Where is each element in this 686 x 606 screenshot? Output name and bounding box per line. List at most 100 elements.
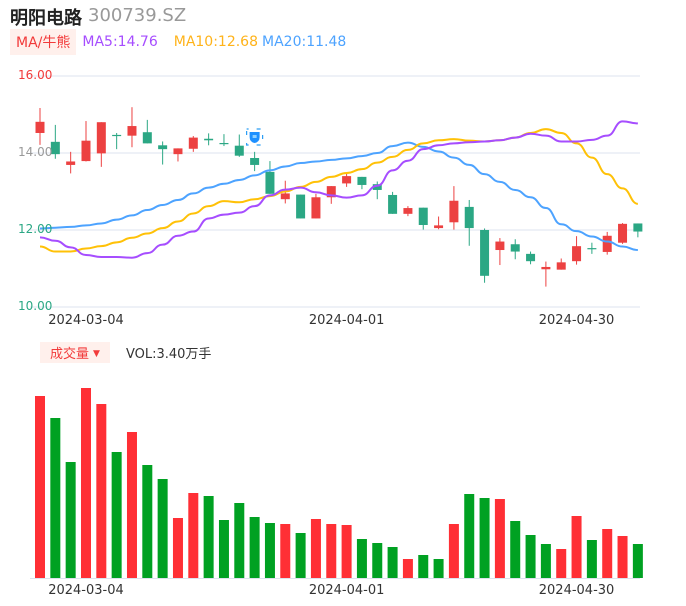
volume-bar	[280, 524, 291, 578]
volume-bar	[249, 517, 260, 578]
candle-body	[434, 225, 444, 229]
volume-bar	[464, 494, 475, 578]
candle-body	[587, 248, 597, 250]
volume-bar	[295, 533, 306, 578]
volume-bar	[172, 518, 183, 578]
x-axis-date-label: 2024-04-30	[538, 313, 615, 328]
candle-body	[35, 121, 45, 133]
volume-bar	[372, 543, 383, 578]
volume-bar	[218, 520, 229, 578]
volume-bar	[418, 555, 429, 578]
candle-body	[204, 138, 214, 141]
stock-name: 明阳电路	[10, 8, 82, 29]
volume-bar	[602, 529, 613, 578]
volume-bar	[126, 432, 137, 578]
candle-body	[173, 148, 183, 155]
candle-body	[602, 235, 612, 252]
x-axis-date-label: 2024-03-04	[48, 313, 124, 328]
volume-bar	[556, 549, 567, 578]
ma10-value: MA10:12.68	[173, 34, 259, 50]
candle-body	[618, 223, 628, 243]
volume-bar	[356, 539, 367, 578]
volume-bar	[35, 396, 45, 578]
ma5-line	[39, 120, 638, 259]
candle-body	[633, 223, 643, 232]
ma-indicator-selector[interactable]: MA/牛熊	[10, 29, 77, 55]
volume-bar	[571, 516, 582, 578]
candle-body	[357, 176, 367, 185]
volume-bar	[96, 404, 107, 578]
ma-legend: MA/牛熊 MA5:14.76 MA10:12.68 MA20:11.48	[10, 29, 346, 55]
candle-body	[495, 241, 505, 251]
volume-bar	[586, 540, 597, 578]
candle-body	[66, 161, 76, 165]
candle-body	[556, 262, 566, 270]
candle-body	[50, 141, 60, 155]
candle-body	[127, 126, 137, 136]
candle-body	[81, 140, 91, 162]
volume-bar	[632, 544, 643, 578]
x-axis-date-label: 2024-03-04	[48, 583, 124, 598]
x-axis-date-label: 2024-04-01	[308, 583, 385, 598]
ma10-line	[39, 128, 639, 253]
candle-body	[449, 200, 459, 223]
volume-bar	[341, 525, 352, 578]
candle-body	[464, 206, 474, 229]
volume-bar	[234, 503, 245, 578]
candle-body	[280, 193, 290, 200]
volume-tag-label: 成交量	[50, 347, 90, 362]
candle-body	[96, 122, 106, 154]
candle-body	[219, 142, 229, 145]
caret-down-icon: ▼	[93, 349, 100, 359]
volume-bar	[264, 523, 275, 578]
candle-body	[311, 197, 321, 219]
ma20-value: MA20:11.48	[262, 34, 347, 50]
ma5-value: MA5:14.76	[82, 34, 158, 50]
volume-bar	[157, 479, 168, 578]
volume-bar	[310, 519, 321, 578]
candle-body	[296, 194, 306, 219]
candle-body	[541, 266, 551, 270]
candle-body	[112, 134, 122, 137]
volume-indicator-selector[interactable]: 成交量 ▼	[40, 342, 110, 363]
candle-body	[326, 186, 336, 198]
candle-body	[572, 246, 582, 262]
candle-body	[234, 145, 244, 156]
candle-body	[526, 253, 536, 262]
volume-bar	[433, 559, 444, 578]
volume-bar	[326, 524, 337, 578]
candle-body	[265, 171, 275, 194]
volume-bar	[617, 536, 628, 578]
candle-body	[158, 145, 168, 150]
volume-bar	[188, 493, 199, 578]
candle-body	[510, 244, 520, 252]
candle-body	[188, 137, 198, 149]
volume-bar	[65, 462, 76, 578]
y-axis-label: 10.00	[18, 299, 53, 313]
volume-bar	[111, 452, 122, 578]
candle-body	[480, 230, 490, 276]
volume-bar	[479, 498, 490, 578]
volume-bar	[510, 521, 521, 578]
volume-bar	[50, 418, 61, 578]
volume-bar	[203, 496, 214, 578]
volume-bar	[494, 499, 505, 578]
volume-legend: 成交量 ▼ VOL:3.40万手	[40, 342, 211, 363]
volume-bar	[387, 547, 398, 578]
volume-bar	[448, 524, 459, 578]
x-axis-date-label: 2024-04-01	[308, 313, 385, 328]
candle-body	[403, 208, 413, 214]
stock-code: 300739.SZ	[88, 5, 187, 26]
ma20-line	[39, 141, 638, 252]
volume-bar	[525, 535, 536, 578]
volume-value: VOL:3.40万手	[125, 347, 212, 362]
volume-bar	[540, 544, 551, 578]
event-marker-icon[interactable]	[246, 128, 264, 146]
x-axis-date-label: 2024-04-30	[538, 583, 615, 598]
candle-body	[142, 132, 152, 144]
candle-body	[372, 184, 382, 190]
volume-bar	[142, 465, 153, 578]
y-axis-label: 14.00	[18, 145, 53, 159]
candle-body	[342, 176, 352, 184]
